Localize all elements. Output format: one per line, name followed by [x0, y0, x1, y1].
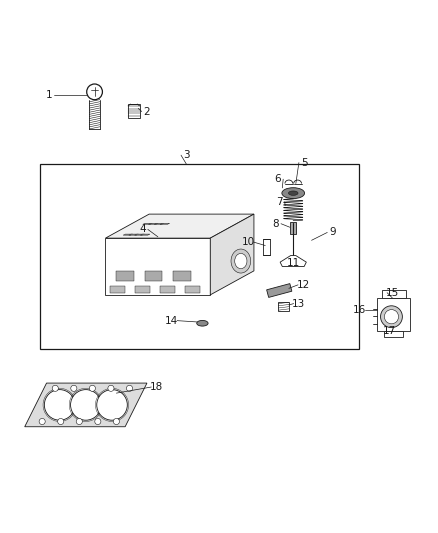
Circle shape: [87, 84, 102, 100]
Ellipse shape: [235, 253, 247, 269]
Circle shape: [127, 385, 133, 391]
Text: 13: 13: [292, 298, 306, 309]
Bar: [40, 164, 359, 350]
Ellipse shape: [231, 249, 251, 273]
Circle shape: [381, 306, 403, 328]
Text: 6: 6: [275, 174, 281, 184]
Polygon shape: [129, 234, 138, 235]
Circle shape: [71, 385, 77, 391]
Circle shape: [44, 390, 75, 420]
Polygon shape: [143, 223, 152, 224]
Circle shape: [52, 385, 58, 391]
Text: 5: 5: [301, 158, 307, 167]
Text: 1: 1: [46, 90, 52, 100]
Text: 3: 3: [183, 150, 190, 160]
Circle shape: [76, 418, 82, 425]
Text: 11: 11: [286, 259, 300, 269]
Text: 7: 7: [276, 197, 283, 207]
Circle shape: [385, 310, 399, 324]
Text: 14: 14: [165, 316, 178, 326]
Bar: [135, 286, 150, 293]
Polygon shape: [267, 284, 292, 297]
Text: 2: 2: [144, 107, 150, 117]
Polygon shape: [210, 214, 254, 295]
Bar: [173, 271, 191, 281]
Polygon shape: [160, 223, 170, 224]
Polygon shape: [134, 234, 144, 235]
Bar: [381, 290, 406, 298]
Circle shape: [89, 385, 95, 391]
Circle shape: [39, 418, 45, 425]
Polygon shape: [25, 383, 147, 427]
Polygon shape: [280, 256, 306, 266]
Bar: [145, 271, 162, 281]
Circle shape: [58, 418, 64, 425]
Bar: [290, 222, 296, 234]
Bar: [159, 286, 175, 293]
Polygon shape: [123, 234, 133, 235]
Text: 12: 12: [297, 280, 310, 290]
Text: 8: 8: [272, 219, 279, 229]
Bar: [184, 286, 200, 293]
Circle shape: [108, 385, 114, 391]
Bar: [128, 104, 140, 118]
Bar: [377, 298, 410, 331]
Ellipse shape: [288, 191, 298, 195]
Text: 16: 16: [353, 305, 366, 315]
Circle shape: [113, 418, 120, 425]
Bar: [384, 331, 403, 337]
Circle shape: [95, 418, 101, 425]
Text: 4: 4: [139, 224, 146, 235]
Bar: [263, 239, 270, 255]
Polygon shape: [148, 223, 158, 224]
Text: 10: 10: [242, 237, 255, 247]
Circle shape: [97, 390, 127, 420]
Polygon shape: [140, 234, 150, 235]
Polygon shape: [106, 214, 254, 238]
Circle shape: [71, 390, 101, 420]
Bar: [110, 286, 125, 293]
Bar: [117, 271, 134, 281]
Text: 9: 9: [329, 228, 336, 237]
Text: 17: 17: [383, 326, 396, 336]
Text: 15: 15: [386, 288, 399, 298]
Polygon shape: [106, 238, 210, 295]
Ellipse shape: [197, 320, 208, 326]
Polygon shape: [154, 223, 164, 224]
Text: 18: 18: [150, 382, 163, 392]
Ellipse shape: [282, 188, 304, 199]
Bar: [278, 302, 289, 311]
